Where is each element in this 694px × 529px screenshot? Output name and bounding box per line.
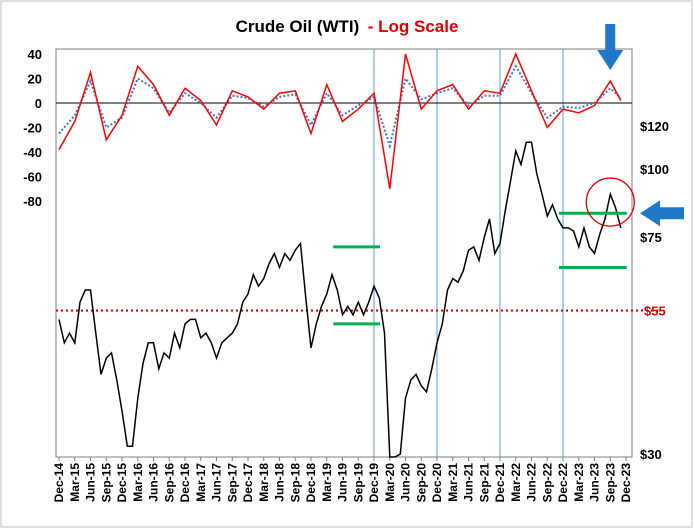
oscillator-tick-label: -20	[23, 121, 42, 136]
x-tick-label: Jun-21	[462, 463, 476, 502]
oscillator-tick-label: 20	[28, 72, 42, 87]
x-tick-label: Jun-16	[147, 463, 161, 502]
x-tick-label: Sep-20	[414, 463, 428, 503]
price-tick-label: $30	[640, 447, 662, 462]
chart-title-main: Crude Oil (WTI)	[236, 17, 360, 36]
arrow-left-shape	[640, 200, 684, 227]
x-tick-label: Mar-18	[257, 463, 271, 502]
oscillator-tick-label: 0	[35, 96, 42, 111]
x-tick-label: Mar-20	[383, 463, 397, 502]
x-tick-label: Jun-17	[210, 463, 224, 502]
x-axis: Dec-14 Mar-15 Jun-15 Sep-15 Dec-15 Mar-16 Jun-…	[52, 457, 633, 502]
oscillator-tick-label: -40	[23, 145, 42, 160]
price-axis: $120 $100 $75 $30	[640, 119, 669, 462]
x-tick-label: Dec-17	[241, 463, 255, 503]
oscillator-average-line	[58, 64, 622, 150]
x-tick-label: Mar-17	[194, 463, 208, 502]
oscillator-tick-label: 40	[28, 47, 42, 62]
x-tick-label: Jun-22	[525, 463, 539, 502]
arrow-down-shape	[597, 24, 624, 70]
x-tick-label: Sep-19	[351, 463, 365, 503]
x-tick-label: Dec-21	[493, 463, 507, 503]
oscillator-axis: 40 20 0 -20 -40 -60 -80	[23, 47, 42, 209]
x-tick-label: Dec-20	[430, 463, 444, 503]
x-tick-label: Dec-16	[178, 463, 192, 503]
x-tick-label: Dec-15	[115, 463, 129, 503]
price-tick-label: $75	[640, 230, 662, 245]
x-tick-label: Jun-20	[399, 463, 413, 502]
highlight-circle	[585, 177, 635, 227]
chart-title: Crude Oil (WTI) - Log Scale	[236, 17, 459, 36]
x-tick-label: Jun-19	[336, 463, 350, 502]
x-tick-label: Mar-15	[68, 463, 82, 502]
x-tick-label: Sep-18	[288, 463, 302, 503]
x-tick-label: Sep-21	[477, 463, 491, 503]
x-tick-label: Sep-17	[225, 463, 239, 503]
price-line	[58, 141, 622, 458]
x-tick-label: Jun-23	[588, 463, 602, 502]
x-tick-label: Dec-19	[367, 463, 381, 503]
x-tick-label: Mar-21	[446, 463, 460, 502]
x-tick-label: Jun-18	[273, 463, 287, 502]
plot-area	[55, 48, 633, 458]
x-tick-label: Sep-16	[162, 463, 176, 503]
arrow-down-icon	[597, 24, 624, 70]
x-tick-label: Mar-22	[509, 463, 523, 502]
x-tick-label: Mar-16	[131, 463, 145, 502]
x-tick-label: Dec-22	[556, 463, 570, 503]
support-lines	[333, 211, 627, 326]
x-tick-label: Dec-23	[619, 463, 633, 503]
x-tick-label: Sep-15	[99, 463, 113, 503]
oscillator-tick-label: -80	[23, 194, 42, 209]
x-tick-label: Dec-18	[304, 463, 318, 503]
oscillator-line	[58, 52, 622, 189]
arrow-left-icon	[640, 200, 684, 227]
reference-label: $55	[644, 304, 666, 319]
x-tick-label: Mar-19	[320, 463, 334, 502]
x-tick-label: Mar-23	[572, 463, 586, 502]
x-tick-label: Sep-23	[603, 463, 617, 503]
vertical-markers	[373, 49, 564, 457]
x-tick-label: Dec-14	[52, 463, 66, 503]
chart-title-suffix: - Log Scale	[368, 17, 459, 36]
x-tick-label: Sep-22	[540, 463, 554, 503]
oscillator-tick-label: -60	[23, 170, 42, 185]
price-tick-label: $100	[640, 162, 669, 177]
price-tick-label: $120	[640, 119, 669, 134]
x-tick-label: Jun-15	[84, 463, 98, 502]
